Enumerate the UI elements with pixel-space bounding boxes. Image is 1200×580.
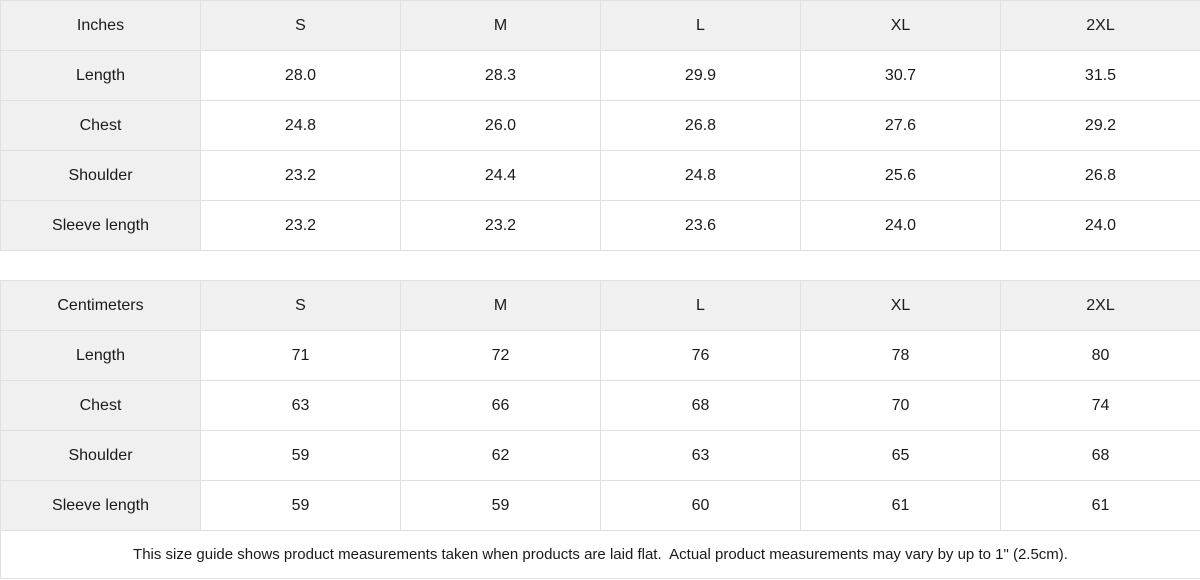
value-cell: 59 (200, 430, 401, 481)
value-cell: 24.0 (1000, 200, 1200, 251)
value-cell: 62 (400, 430, 601, 481)
value-cell: 24.8 (600, 150, 801, 201)
size-header-2xl: 2XL (1000, 280, 1200, 331)
table-row-chest: Chest 24.8 26.0 26.8 27.6 29.2 (0, 100, 1200, 151)
table-spacer (0, 251, 1200, 280)
table-row-shoulder: Shoulder 23.2 24.4 24.8 25.6 26.8 (0, 150, 1200, 201)
table-row-sleeve-length: Sleeve length 23.2 23.2 23.6 24.0 24.0 (0, 200, 1200, 251)
value-cell: 63 (200, 380, 401, 431)
centimeters-size-table: Centimeters S M L XL 2XL Length 71 72 76… (0, 280, 1200, 579)
size-header-2xl: 2XL (1000, 0, 1200, 51)
unit-header-inches: Inches (0, 0, 201, 51)
table-row-sleeve-length: Sleeve length 59 59 60 61 61 (0, 480, 1200, 531)
row-label-chest: Chest (0, 380, 201, 431)
centimeters-header-row: Centimeters S M L XL 2XL (0, 280, 1200, 331)
value-cell: 61 (1000, 480, 1200, 531)
value-cell: 71 (200, 330, 401, 381)
value-cell: 26.8 (600, 100, 801, 151)
value-cell: 24.4 (400, 150, 601, 201)
value-cell: 29.2 (1000, 100, 1200, 151)
value-cell: 78 (800, 330, 1001, 381)
value-cell: 59 (400, 480, 601, 531)
size-header-l: L (600, 280, 801, 331)
row-label-length: Length (0, 330, 201, 381)
value-cell: 29.9 (600, 50, 801, 101)
table-row-length: Length 28.0 28.3 29.9 30.7 31.5 (0, 50, 1200, 101)
value-cell: 63 (600, 430, 801, 481)
row-label-sleeve-length: Sleeve length (0, 480, 201, 531)
inches-header-row: Inches S M L XL 2XL (0, 0, 1200, 51)
value-cell: 28.0 (200, 50, 401, 101)
value-cell: 74 (1000, 380, 1200, 431)
value-cell: 60 (600, 480, 801, 531)
value-cell: 24.8 (200, 100, 401, 151)
value-cell: 59 (200, 480, 401, 531)
value-cell: 23.6 (600, 200, 801, 251)
value-cell: 31.5 (1000, 50, 1200, 101)
size-header-s: S (200, 280, 401, 331)
row-label-shoulder: Shoulder (0, 150, 201, 201)
value-cell: 61 (800, 480, 1001, 531)
value-cell: 66 (400, 380, 601, 431)
value-cell: 76 (600, 330, 801, 381)
size-header-m: M (400, 280, 601, 331)
size-header-l: L (600, 0, 801, 51)
row-label-shoulder: Shoulder (0, 430, 201, 481)
row-label-sleeve-length: Sleeve length (0, 200, 201, 251)
value-cell: 25.6 (800, 150, 1001, 201)
value-cell: 23.2 (400, 200, 601, 251)
size-header-xl: XL (800, 0, 1001, 51)
row-label-chest: Chest (0, 100, 201, 151)
table-row-chest: Chest 63 66 68 70 74 (0, 380, 1200, 431)
table-row-length: Length 71 72 76 78 80 (0, 330, 1200, 381)
value-cell: 23.2 (200, 200, 401, 251)
size-guide-note: This size guide shows product measuremen… (0, 530, 1200, 579)
value-cell: 23.2 (200, 150, 401, 201)
value-cell: 80 (1000, 330, 1200, 381)
value-cell: 68 (1000, 430, 1200, 481)
value-cell: 26.0 (400, 100, 601, 151)
row-label-length: Length (0, 50, 201, 101)
value-cell: 28.3 (400, 50, 601, 101)
value-cell: 72 (400, 330, 601, 381)
value-cell: 30.7 (800, 50, 1001, 101)
value-cell: 70 (800, 380, 1001, 431)
value-cell: 27.6 (800, 100, 1001, 151)
size-header-m: M (400, 0, 601, 51)
value-cell: 26.8 (1000, 150, 1200, 201)
table-row-shoulder: Shoulder 59 62 63 65 68 (0, 430, 1200, 481)
value-cell: 65 (800, 430, 1001, 481)
unit-header-centimeters: Centimeters (0, 280, 201, 331)
footer-note-row: This size guide shows product measuremen… (0, 530, 1200, 579)
size-header-s: S (200, 0, 401, 51)
value-cell: 68 (600, 380, 801, 431)
inches-size-table: Inches S M L XL 2XL Length 28.0 28.3 29.… (0, 0, 1200, 251)
value-cell: 24.0 (800, 200, 1001, 251)
size-header-xl: XL (800, 280, 1001, 331)
